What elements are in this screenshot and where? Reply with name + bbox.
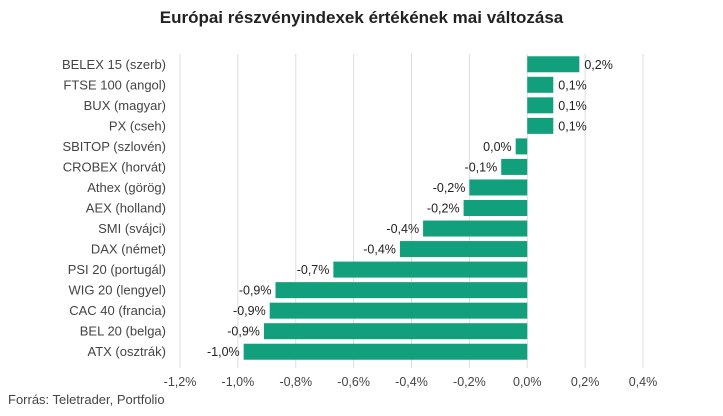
category-label: AEX (holland) [86, 201, 166, 216]
value-label: 0,1% [558, 99, 587, 113]
bar [527, 56, 580, 73]
bar [263, 323, 528, 340]
bar [399, 241, 528, 258]
bar [275, 282, 528, 299]
category-label: FTSE 100 (angol) [63, 77, 166, 92]
category-label: SBITOP (szlovén) [62, 139, 166, 154]
category-label: PX (cseh) [109, 118, 166, 133]
bar [527, 117, 554, 134]
chart-title: Európai részvényindexek értékének mai vá… [159, 8, 564, 27]
bar [515, 138, 528, 155]
value-label: -0,2% [427, 202, 460, 216]
bar [527, 97, 554, 114]
x-tick-label: -1,2% [164, 375, 197, 389]
category-label: PSI 20 (portugál) [68, 262, 166, 277]
x-tick-label: 0,2% [571, 375, 600, 389]
value-label: -0,9% [233, 304, 266, 318]
category-label: DAX (német) [91, 242, 166, 257]
bar [501, 158, 528, 175]
x-tick-label: -0,4% [395, 375, 428, 389]
value-label: -1,0% [207, 345, 240, 359]
value-label: -0,7% [297, 263, 330, 277]
value-label: -0,1% [465, 160, 498, 174]
category-label: CAC 40 (francia) [69, 303, 166, 318]
value-label: -0,4% [386, 222, 419, 236]
value-label: 0,0% [483, 140, 512, 154]
value-label: 0,1% [558, 119, 587, 133]
x-tick-label: -0,2% [453, 375, 486, 389]
x-tick-label: 0,4% [629, 375, 658, 389]
value-label: 0,1% [558, 78, 587, 92]
bar [423, 220, 528, 237]
category-label: BEL 20 (belga) [80, 324, 166, 339]
value-label: -0,9% [227, 325, 260, 339]
source-note: Forrás: Teletrader, Portfolio [8, 392, 165, 407]
bar [527, 76, 554, 93]
x-tick-label: -1,0% [222, 375, 255, 389]
category-label: WIG 20 (lengyel) [68, 283, 166, 298]
value-label: -0,2% [433, 181, 466, 195]
value-label: -0,4% [363, 243, 396, 257]
x-tick-label: 0,0% [513, 375, 542, 389]
bar [269, 302, 528, 319]
bar [463, 200, 528, 216]
category-label: BUX (magyar) [84, 98, 166, 113]
bar [333, 261, 528, 278]
value-label: 0,2% [584, 58, 613, 72]
category-label: SMI (svájci) [98, 221, 166, 236]
category-label: ATX (osztrák) [88, 344, 167, 359]
x-tick-label: -0,6% [337, 375, 370, 389]
bar [469, 179, 528, 196]
bar [243, 343, 528, 360]
category-label: Athex (görög) [87, 180, 166, 195]
category-label: CROBEX (horvát) [63, 159, 166, 174]
value-label: -0,9% [239, 284, 272, 298]
x-tick-label: -0,8% [279, 375, 312, 389]
category-label: BELEX 15 (szerb) [62, 57, 166, 72]
